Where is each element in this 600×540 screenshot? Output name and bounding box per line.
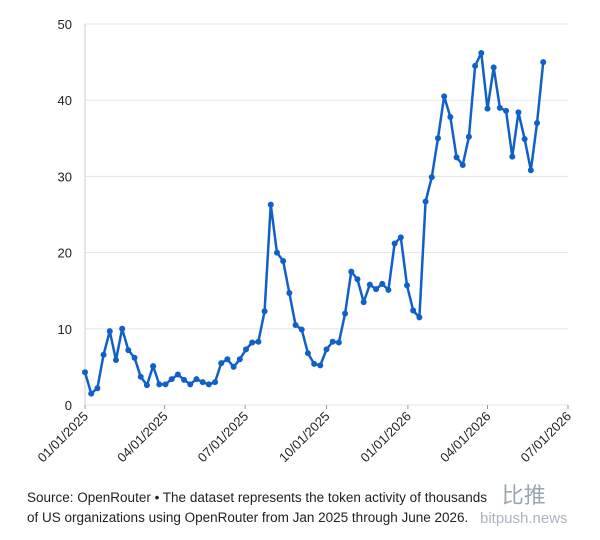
point (162, 381, 169, 388)
point (397, 234, 404, 241)
point (410, 307, 417, 314)
caption: Source: OpenRouter • The dataset represe… (27, 490, 487, 525)
point (304, 350, 311, 357)
x-tick-label: 07/01/2025 (195, 409, 252, 466)
point (534, 120, 541, 127)
point (137, 373, 144, 380)
y-tick-label: 40 (58, 93, 72, 108)
x-tick-label: 01/01/2026 (357, 409, 414, 466)
point (329, 338, 336, 345)
point (373, 286, 380, 293)
x-tick-label: 04/01/2026 (437, 409, 494, 466)
point (212, 379, 219, 386)
point (515, 109, 522, 116)
point (181, 376, 188, 383)
point (484, 105, 491, 112)
point (459, 161, 466, 168)
point (311, 360, 318, 367)
line (83, 51, 545, 395)
point (478, 49, 485, 56)
point (490, 64, 497, 71)
x-tick-label: 01/01/2025 (34, 409, 91, 466)
chart: 0 10 20 30 40 50 01/01/2025 04/01/2025 07/01/202… (34, 17, 574, 466)
point (236, 356, 243, 363)
watermark-site: bitpush.news (480, 510, 568, 527)
point (230, 363, 237, 370)
y-tick-label: 30 (58, 169, 72, 184)
point (428, 174, 435, 181)
point (354, 276, 361, 283)
point (540, 59, 547, 66)
point (156, 381, 163, 388)
point (366, 281, 373, 288)
x-tick-label: 04/01/2025 (114, 409, 171, 466)
x-tick-label: 10/01/2025 (276, 409, 333, 466)
point (150, 363, 157, 370)
point (404, 282, 410, 289)
point (292, 321, 299, 328)
point (416, 314, 423, 321)
point (385, 286, 392, 293)
y-tick-label: 0 (65, 398, 72, 413)
point (94, 385, 101, 392)
y-tick-label: 20 (58, 246, 72, 261)
point (509, 153, 516, 160)
point (323, 346, 330, 353)
point (503, 107, 510, 114)
point (273, 249, 280, 256)
point (125, 347, 132, 354)
point (335, 339, 342, 346)
point (82, 369, 88, 376)
point (106, 328, 113, 335)
point (168, 376, 175, 383)
point (298, 326, 305, 333)
point (521, 136, 528, 143)
point (187, 381, 194, 388)
point (317, 362, 324, 369)
point (199, 379, 206, 386)
point (174, 371, 181, 378)
point (360, 299, 367, 306)
point (249, 339, 256, 346)
point (465, 133, 472, 140)
point (286, 289, 293, 296)
point (193, 376, 200, 383)
point (243, 346, 249, 353)
point (379, 280, 386, 287)
point (342, 310, 349, 317)
point (527, 167, 534, 174)
point (224, 356, 231, 363)
point (280, 257, 287, 264)
point (441, 93, 448, 100)
point (88, 390, 95, 397)
point (472, 62, 479, 69)
point (348, 268, 355, 275)
point (422, 198, 429, 205)
point (112, 357, 119, 364)
point (119, 325, 126, 332)
point (218, 360, 225, 367)
point (143, 382, 150, 389)
point (434, 135, 441, 142)
watermark-mark: 比推 (501, 483, 546, 508)
point (131, 354, 138, 361)
point (261, 308, 268, 315)
y-tick-label: 50 (58, 17, 72, 32)
y-tick-label: 10 (58, 322, 72, 337)
point (496, 104, 503, 111)
point (391, 240, 398, 247)
point (255, 338, 262, 345)
point (453, 154, 460, 161)
x-tick-label: 07/01/2026 (517, 409, 574, 466)
point (447, 113, 454, 120)
point (267, 201, 274, 208)
point (205, 381, 212, 388)
point (100, 351, 107, 358)
watermark: 比推 bitpush.news (480, 478, 568, 527)
